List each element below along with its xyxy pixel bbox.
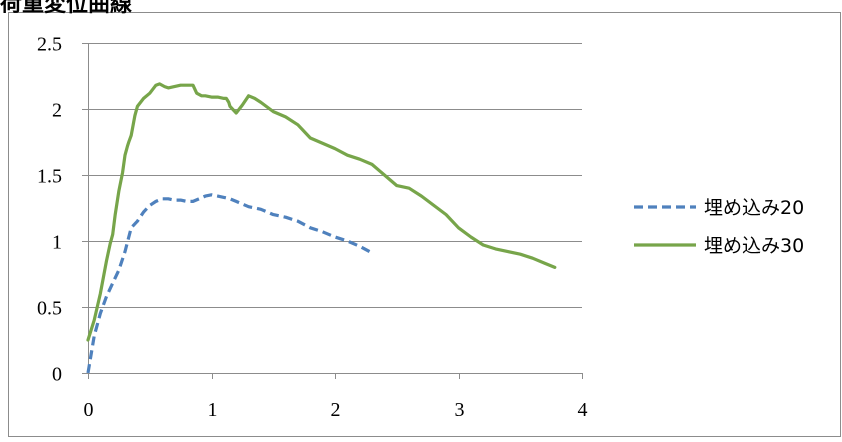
legend: 埋め込み20 埋め込み30 <box>634 197 804 257</box>
gridlines <box>88 43 582 308</box>
y-tick-label: 0 <box>52 364 62 386</box>
legend-label-1: 埋め込み20 <box>704 197 804 219</box>
y-tick-label: 1.5 <box>37 166 62 188</box>
x-tick-label: 0 <box>84 399 94 421</box>
series-line-2 <box>86 82 557 342</box>
legend-label-2: 埋め込み30 <box>704 235 804 257</box>
y-tick-label: 0.5 <box>37 298 62 320</box>
x-tick-label: 1 <box>208 399 218 421</box>
x-tick-label: 4 <box>578 399 588 421</box>
partial-title: 荷重変位曲線 <box>0 0 133 17</box>
axes: 0 0.5 1 1.5 2 2.5 0 1 2 3 4 <box>37 34 588 422</box>
x-tick-label: 3 <box>455 399 465 421</box>
series-line-1 <box>86 193 373 374</box>
x-tick-label: 2 <box>331 399 341 421</box>
y-tick-label: 2 <box>52 100 62 122</box>
y-tick-label: 2.5 <box>37 34 62 56</box>
series-lines <box>86 82 557 374</box>
y-tick-label: 1 <box>52 232 62 254</box>
